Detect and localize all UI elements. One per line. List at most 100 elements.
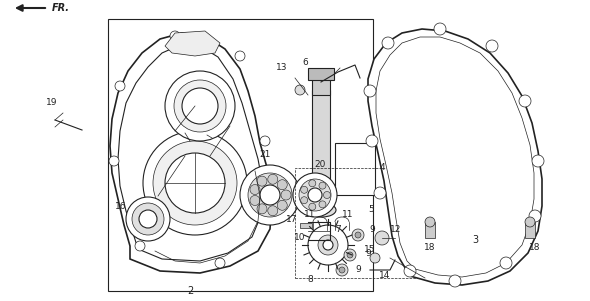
Polygon shape — [110, 33, 272, 273]
Circle shape — [532, 155, 544, 167]
Text: 15: 15 — [364, 245, 376, 254]
Polygon shape — [368, 29, 542, 285]
Text: 18: 18 — [529, 243, 541, 252]
Polygon shape — [165, 31, 220, 56]
Ellipse shape — [308, 203, 336, 217]
Circle shape — [143, 131, 247, 235]
Text: 7: 7 — [335, 225, 341, 234]
Text: 21: 21 — [260, 150, 271, 159]
Text: 8: 8 — [307, 275, 313, 284]
Text: 14: 14 — [379, 271, 391, 280]
Circle shape — [126, 197, 170, 241]
Circle shape — [309, 180, 316, 187]
Circle shape — [235, 51, 245, 61]
Text: 10: 10 — [294, 233, 306, 242]
Circle shape — [248, 173, 292, 217]
Circle shape — [364, 85, 376, 97]
Circle shape — [370, 253, 380, 263]
Bar — [108, 19, 373, 291]
Bar — [312, 77, 330, 95]
Circle shape — [434, 23, 446, 35]
Circle shape — [277, 180, 287, 190]
Circle shape — [170, 31, 180, 41]
Circle shape — [281, 190, 291, 200]
Circle shape — [257, 204, 267, 214]
Text: 17: 17 — [286, 215, 297, 224]
Text: 19: 19 — [46, 98, 58, 107]
Text: 9: 9 — [369, 225, 375, 234]
Circle shape — [323, 191, 330, 198]
Circle shape — [374, 187, 386, 199]
Circle shape — [301, 197, 308, 204]
Circle shape — [301, 186, 308, 193]
Bar — [308, 68, 334, 80]
Bar — [335, 143, 375, 195]
Circle shape — [375, 231, 389, 245]
Text: 11: 11 — [342, 210, 354, 219]
Text: 13: 13 — [276, 63, 288, 72]
Circle shape — [339, 267, 345, 273]
Circle shape — [366, 135, 378, 147]
Ellipse shape — [314, 206, 330, 214]
Circle shape — [268, 174, 278, 184]
Text: 9: 9 — [365, 249, 371, 258]
Circle shape — [519, 95, 531, 107]
Circle shape — [295, 85, 305, 95]
Bar — [525, 222, 535, 238]
Circle shape — [139, 210, 157, 228]
Text: 4: 4 — [380, 163, 386, 172]
Circle shape — [250, 195, 260, 206]
Circle shape — [529, 210, 541, 222]
Bar — [300, 223, 312, 228]
Text: 5: 5 — [368, 205, 373, 214]
Text: 9: 9 — [355, 265, 361, 274]
Circle shape — [347, 252, 353, 258]
Circle shape — [255, 208, 265, 218]
Circle shape — [318, 235, 338, 255]
Circle shape — [425, 217, 435, 227]
Text: FR.: FR. — [52, 3, 70, 13]
Bar — [295, 168, 425, 278]
Circle shape — [486, 40, 498, 52]
Bar — [312, 90, 330, 210]
Circle shape — [309, 203, 316, 210]
Text: 12: 12 — [390, 225, 401, 234]
Circle shape — [308, 188, 322, 202]
Circle shape — [352, 229, 364, 241]
Text: 18: 18 — [424, 243, 436, 252]
Text: 3: 3 — [472, 235, 478, 245]
Text: 16: 16 — [114, 202, 126, 211]
Circle shape — [355, 232, 361, 238]
Circle shape — [277, 200, 287, 210]
Text: 20: 20 — [314, 160, 326, 169]
Circle shape — [115, 81, 125, 91]
Circle shape — [109, 156, 119, 166]
Circle shape — [500, 257, 512, 269]
Text: 2: 2 — [187, 286, 193, 296]
Circle shape — [182, 88, 218, 124]
Circle shape — [319, 201, 326, 208]
Circle shape — [240, 165, 300, 225]
Circle shape — [174, 80, 226, 132]
Circle shape — [404, 265, 416, 277]
Circle shape — [336, 264, 348, 276]
Circle shape — [319, 182, 326, 189]
Bar — [425, 222, 435, 238]
Circle shape — [323, 240, 333, 250]
Circle shape — [250, 185, 260, 194]
Text: 6: 6 — [302, 58, 308, 67]
Circle shape — [308, 225, 348, 265]
Circle shape — [260, 185, 280, 205]
Circle shape — [260, 136, 270, 146]
Circle shape — [135, 241, 145, 251]
Text: 11: 11 — [304, 210, 316, 219]
Circle shape — [132, 203, 164, 235]
Circle shape — [215, 258, 225, 268]
Circle shape — [268, 206, 278, 216]
Circle shape — [299, 179, 331, 211]
Circle shape — [257, 176, 267, 186]
Circle shape — [449, 275, 461, 287]
Circle shape — [165, 153, 225, 213]
Circle shape — [344, 249, 356, 261]
Circle shape — [382, 37, 394, 49]
